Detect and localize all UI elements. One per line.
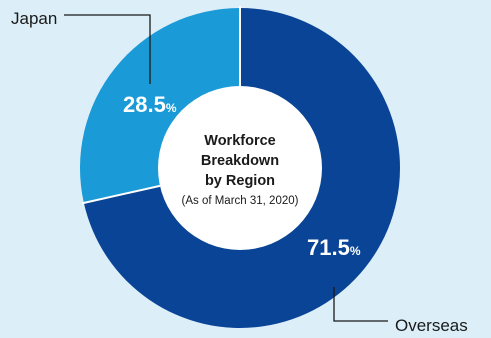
center-title-line-1: Workforce [204,133,275,149]
pct-value-japan: 28.5 [123,92,166,117]
pct-label-overseas: 71.5% [307,235,361,260]
pct-value-overseas: 71.5 [307,235,350,260]
pct-unit-japan: % [166,101,177,115]
slice-separator-1 [81,184,161,205]
region-label-overseas: Overseas [395,316,468,335]
leader-line-overseas [333,287,388,322]
center-subtitle: (As of March 31, 2020) [182,195,299,207]
region-label-japan: Japan [11,9,57,28]
center-title-line-2: Breakdown [201,153,279,169]
center-title-line-3: by Region [205,173,275,189]
center-hole [158,86,322,250]
leaders-layer [64,14,388,322]
pct-label-japan: 28.5% [123,92,177,117]
separators-layer [81,6,241,205]
leader-line-japan [64,14,151,84]
pct-unit-overseas: % [350,244,361,258]
